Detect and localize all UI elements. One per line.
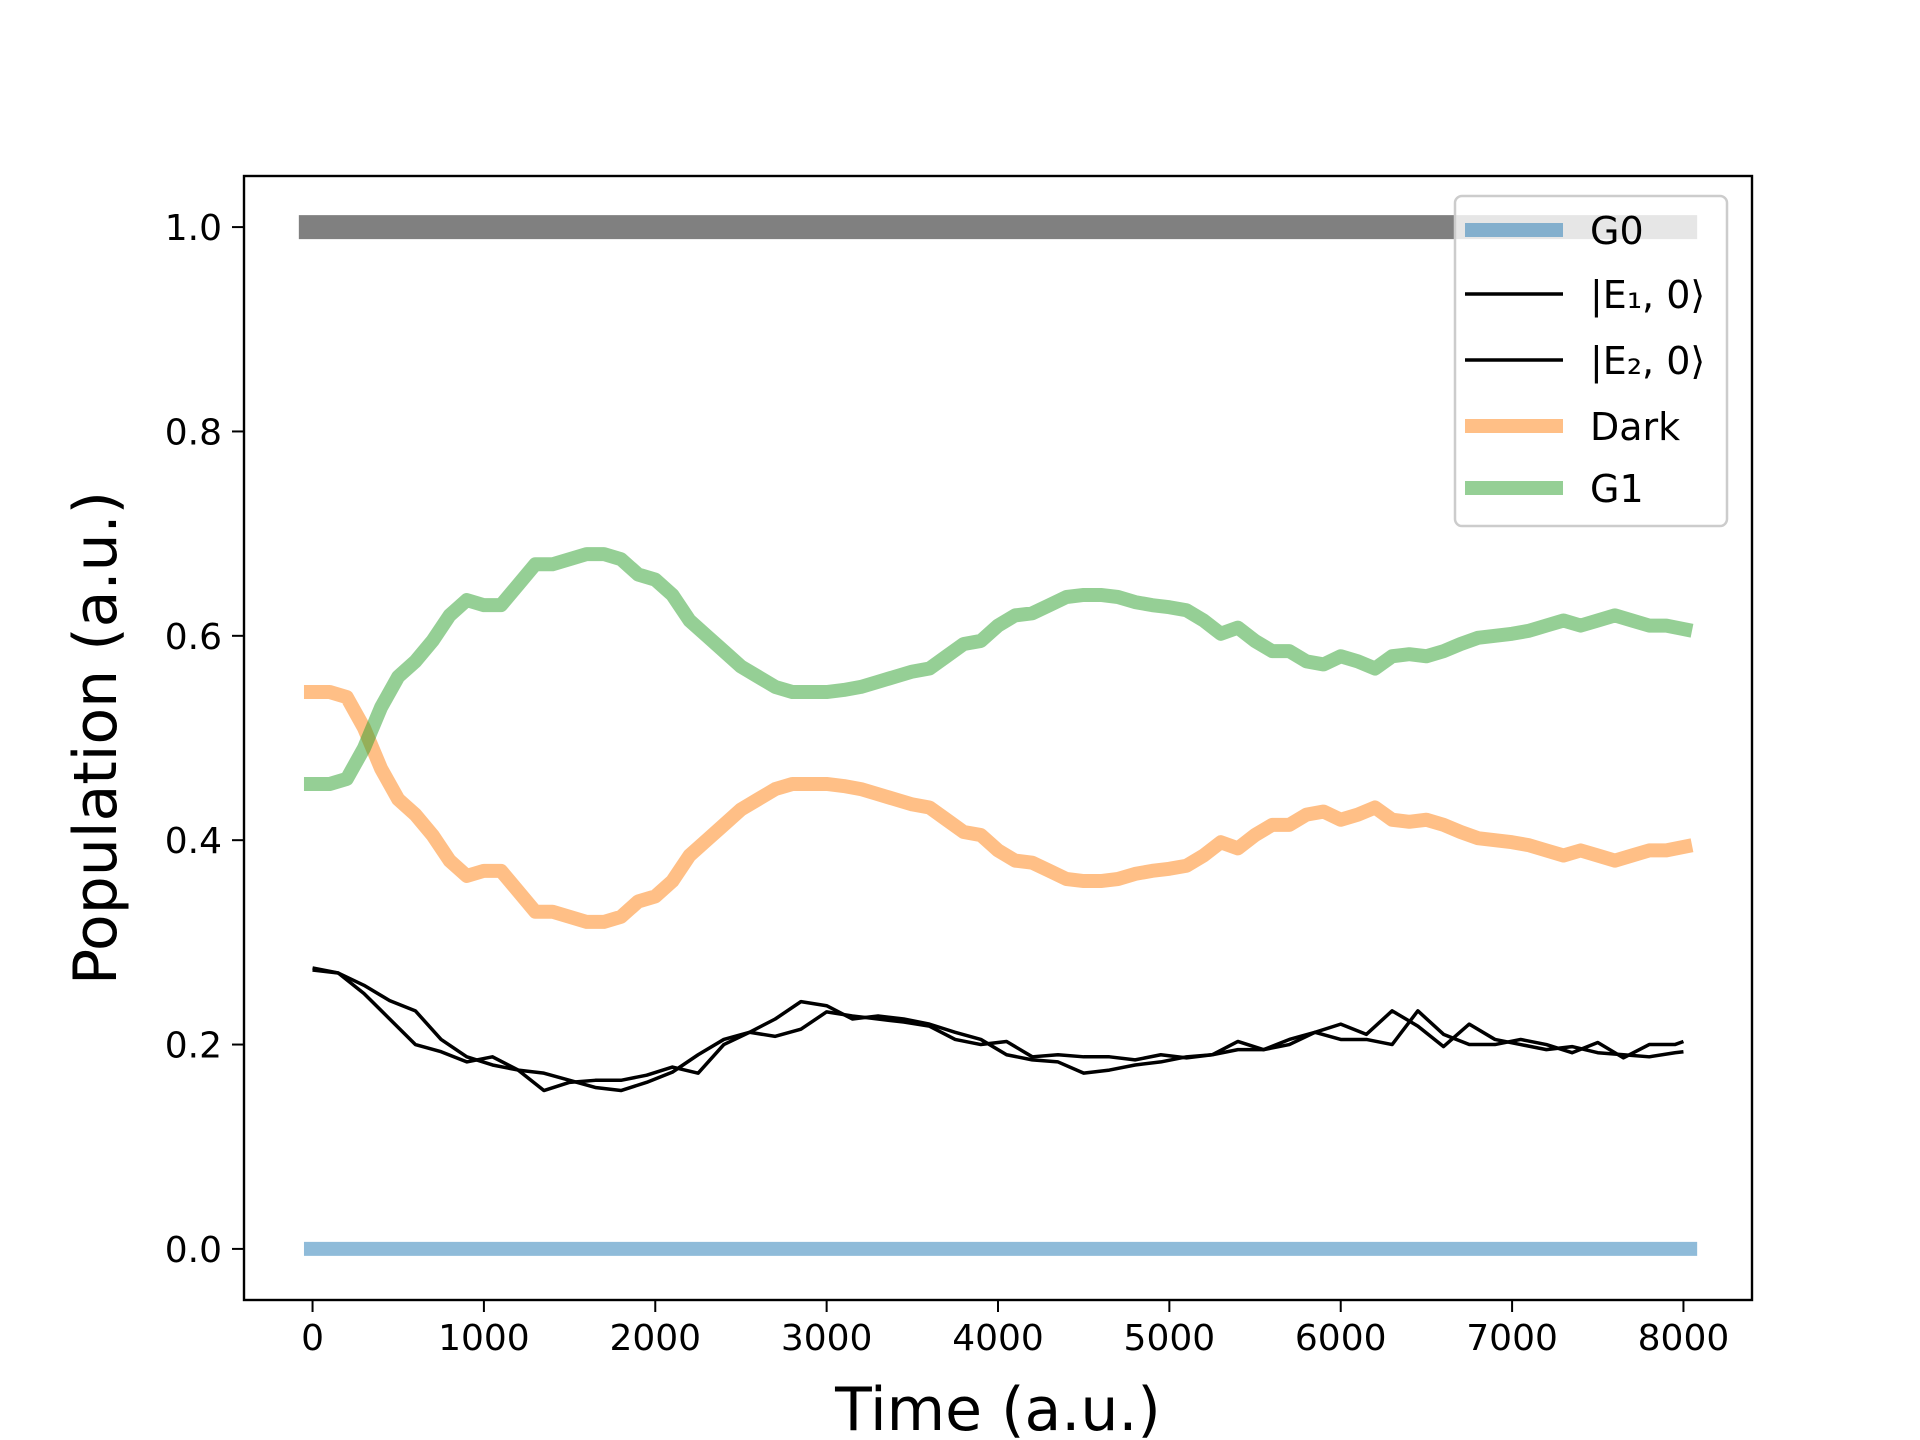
legend-label-g1: G1 bbox=[1590, 467, 1644, 511]
x-tick-label: 5000 bbox=[1124, 1318, 1216, 1359]
x-tick-label: 0 bbox=[301, 1318, 324, 1359]
legend-label-e1: |E₁, 0⟩ bbox=[1590, 273, 1705, 318]
series-dark-line bbox=[303, 685, 1694, 929]
x-tick-label: 6000 bbox=[1295, 1318, 1387, 1359]
legend-label-g0: G0 bbox=[1590, 209, 1644, 253]
y-tick-label: 0.2 bbox=[165, 1026, 222, 1067]
x-tick-label: 7000 bbox=[1466, 1318, 1558, 1359]
series-e2-line bbox=[312, 966, 1685, 1093]
y-tick-label: 0.6 bbox=[165, 617, 222, 658]
y-axis-label: Population (a.u.) bbox=[61, 491, 131, 985]
x-tick-label: 8000 bbox=[1638, 1318, 1730, 1359]
series-e1-line bbox=[312, 968, 1684, 1093]
legend-label-e2: |E₂, 0⟩ bbox=[1590, 339, 1705, 384]
x-axis-label: Time (a.u.) bbox=[834, 1375, 1161, 1440]
x-tick-label: 2000 bbox=[609, 1318, 701, 1359]
legend-box bbox=[1453, 194, 1729, 528]
y-tick-label: 0.8 bbox=[165, 412, 222, 453]
y-tick-label: 0.0 bbox=[165, 1230, 222, 1271]
y-tick-label: 0.4 bbox=[165, 821, 222, 862]
x-tick-label: 4000 bbox=[952, 1318, 1044, 1359]
x-tick-label: 3000 bbox=[781, 1318, 873, 1359]
ticks-layer: 0 1000 2000 3000 4000 5000 6000 7000 8000 0.0 0.2 0… bbox=[165, 208, 1730, 1359]
legend-label-dark: Dark bbox=[1590, 405, 1680, 449]
series-g1-line bbox=[303, 547, 1694, 791]
x-tick-label: 1000 bbox=[438, 1318, 530, 1359]
y-tick-label: 1.0 bbox=[165, 208, 222, 249]
legend: G0 |E₁, 0⟩ |E₂, 0⟩ Dark G1 bbox=[1453, 194, 1729, 528]
